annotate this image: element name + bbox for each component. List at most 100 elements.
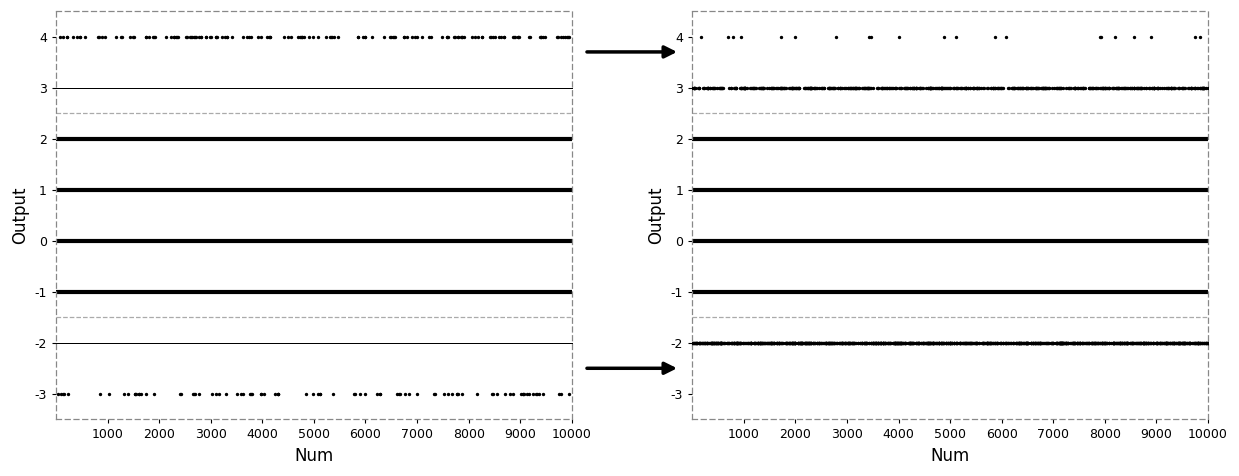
Point [395, 84, 415, 91]
Point [560, 339, 580, 347]
Point [367, 84, 387, 91]
Point [359, 339, 379, 347]
Point [258, 84, 278, 91]
Point [90, 84, 110, 91]
Point [224, 339, 244, 347]
Point [63, 84, 83, 91]
Point [502, 84, 522, 91]
Point [172, 339, 192, 347]
Point [510, 84, 530, 91]
Point [1156, 339, 1176, 347]
Point [66, 339, 85, 347]
Point [289, 84, 309, 91]
Point [79, 339, 99, 347]
Point [223, 339, 243, 347]
Point [264, 84, 284, 91]
Point [260, 84, 280, 91]
Point [405, 339, 425, 347]
Point [202, 339, 222, 347]
Point [172, 84, 192, 91]
Point [370, 339, 390, 347]
Point [68, 84, 88, 91]
Point [152, 84, 172, 91]
Point [693, 339, 712, 347]
Point [197, 339, 217, 347]
Point [291, 339, 311, 347]
Point [794, 339, 814, 347]
Point [450, 84, 470, 91]
Point [519, 84, 539, 91]
Point [232, 84, 252, 91]
Point [476, 84, 496, 91]
Point [508, 84, 528, 91]
Point [171, 84, 191, 91]
Point [259, 84, 279, 91]
Point [292, 339, 312, 347]
Point [217, 339, 237, 347]
Point [116, 339, 136, 347]
Point [426, 84, 446, 91]
Point [142, 84, 162, 91]
Point [408, 339, 427, 347]
Point [510, 339, 530, 347]
Point [147, 84, 167, 91]
Point [457, 84, 477, 91]
Point [528, 84, 548, 91]
Point [411, 339, 431, 347]
Point [56, 339, 76, 347]
Point [68, 84, 88, 91]
Point [473, 339, 493, 347]
Point [234, 339, 254, 347]
Point [496, 339, 515, 347]
Point [481, 84, 501, 91]
Point [295, 339, 315, 347]
Point [260, 33, 280, 40]
Point [94, 84, 114, 91]
Point [922, 84, 942, 91]
Point [497, 339, 517, 347]
Point [425, 84, 445, 91]
Point [392, 339, 411, 347]
Point [164, 84, 183, 91]
Point [558, 84, 577, 91]
Point [152, 339, 172, 347]
Point [72, 339, 92, 347]
Point [211, 339, 230, 347]
Point [342, 84, 362, 91]
Point [377, 84, 396, 91]
Point [275, 339, 295, 347]
Point [201, 339, 221, 347]
Point [152, 339, 172, 347]
Point [354, 339, 374, 347]
Point [258, 84, 278, 91]
Point [311, 84, 331, 91]
Point [444, 339, 463, 347]
Point [950, 339, 970, 347]
Point [522, 339, 541, 347]
Point [414, 84, 434, 91]
Point [1082, 84, 1101, 91]
Point [93, 339, 113, 347]
Point [154, 339, 173, 347]
Point [471, 339, 491, 347]
Point [144, 339, 164, 347]
Point [383, 84, 403, 91]
Point [157, 84, 177, 91]
Point [960, 84, 980, 91]
Point [551, 84, 571, 91]
Point [227, 84, 247, 91]
Point [377, 84, 396, 91]
Point [559, 339, 579, 347]
Point [471, 84, 491, 91]
Point [952, 84, 971, 91]
Point [50, 84, 69, 91]
Point [62, 84, 82, 91]
Point [861, 339, 881, 347]
Point [63, 339, 83, 347]
Point [115, 339, 135, 347]
Point [442, 339, 462, 347]
Point [465, 84, 484, 91]
Point [418, 339, 437, 347]
Point [325, 84, 344, 91]
Point [457, 84, 477, 91]
